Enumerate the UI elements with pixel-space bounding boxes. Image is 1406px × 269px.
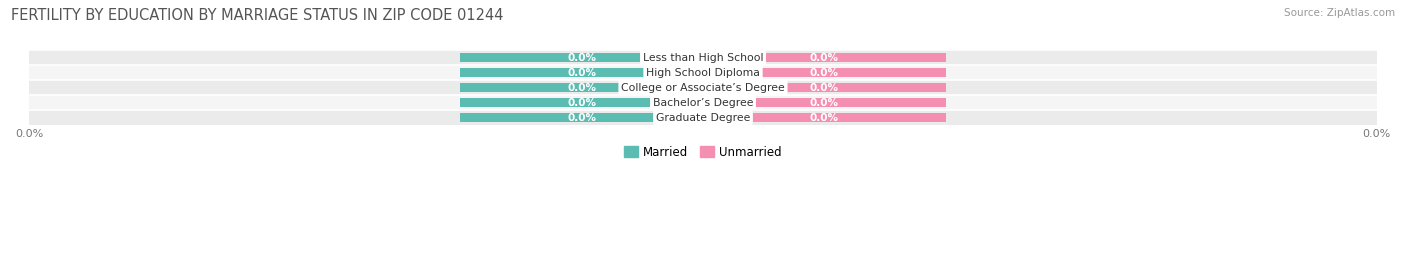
Bar (703, 68, 946, 77)
Text: Source: ZipAtlas.com: Source: ZipAtlas.com (1284, 8, 1395, 18)
Text: Graduate Degree: Graduate Degree (655, 113, 751, 123)
Text: FERTILITY BY EDUCATION BY MARRIAGE STATUS IN ZIP CODE 01244: FERTILITY BY EDUCATION BY MARRIAGE STATU… (11, 8, 503, 23)
Text: 0.0%: 0.0% (810, 68, 839, 77)
Bar (460, 83, 703, 92)
Bar (30, 110, 1376, 125)
Bar (460, 68, 703, 77)
Bar (703, 83, 946, 92)
Text: 0.0%: 0.0% (567, 68, 596, 77)
Text: 0.0%: 0.0% (810, 83, 839, 93)
Bar (30, 65, 1376, 80)
Bar (30, 80, 1376, 95)
Bar (460, 53, 703, 62)
Bar (703, 113, 946, 122)
Bar (460, 113, 703, 122)
Text: High School Diploma: High School Diploma (647, 68, 759, 77)
Text: 0.0%: 0.0% (567, 98, 596, 108)
Text: 0.0%: 0.0% (810, 98, 839, 108)
Bar (460, 98, 703, 107)
Bar (703, 98, 946, 107)
Legend: Married, Unmarried: Married, Unmarried (624, 146, 782, 158)
Text: 0.0%: 0.0% (810, 113, 839, 123)
Text: 0.0%: 0.0% (567, 52, 596, 62)
Text: 0.0%: 0.0% (567, 113, 596, 123)
Text: Bachelor’s Degree: Bachelor’s Degree (652, 98, 754, 108)
Text: College or Associate’s Degree: College or Associate’s Degree (621, 83, 785, 93)
Text: 0.0%: 0.0% (567, 83, 596, 93)
Text: 0.0%: 0.0% (810, 52, 839, 62)
Text: Less than High School: Less than High School (643, 52, 763, 62)
Bar (30, 50, 1376, 65)
Bar (30, 95, 1376, 110)
Bar (703, 53, 946, 62)
